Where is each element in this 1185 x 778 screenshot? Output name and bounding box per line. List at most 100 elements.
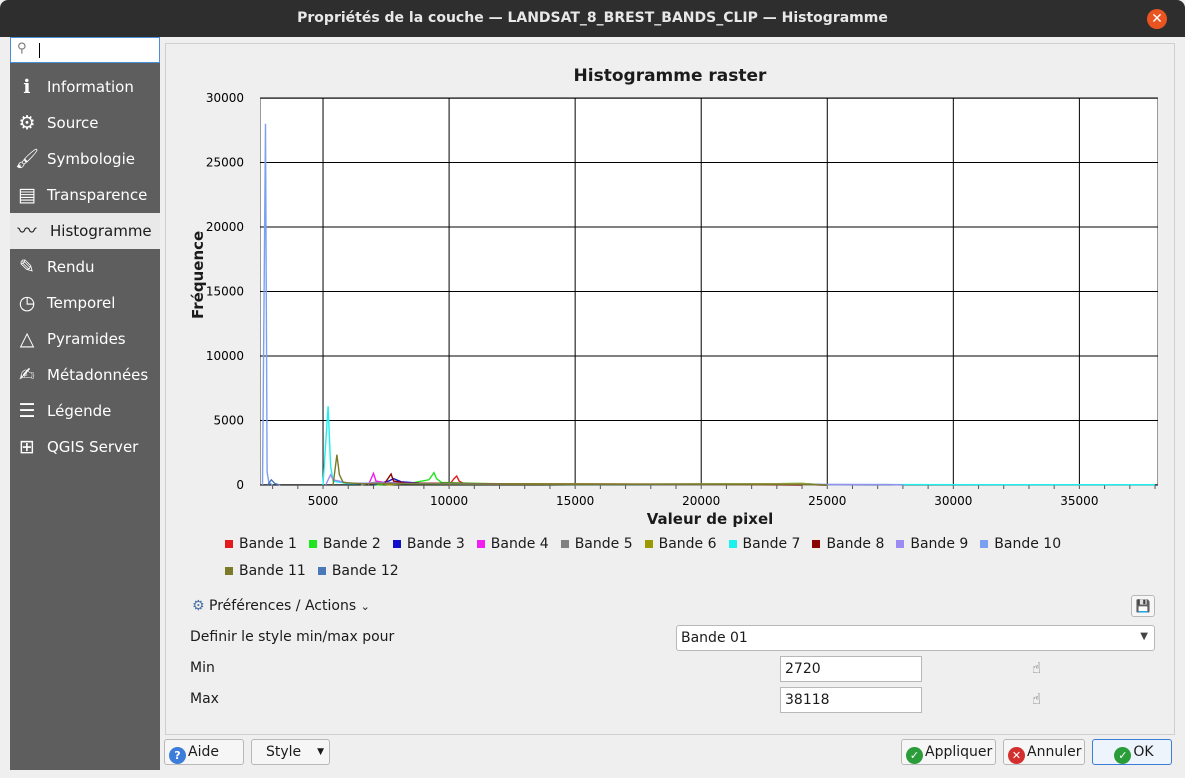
x-tick-label: 5000	[308, 494, 339, 508]
legend-item: Bande 4	[476, 535, 549, 562]
legend-swatch	[728, 540, 737, 548]
sidebar-item-label: Histogramme	[50, 222, 152, 240]
x-axis-label: Valeur de pixel	[646, 510, 774, 528]
legend-label: Bande 7	[742, 536, 801, 552]
y-tick-label: 0	[236, 478, 244, 492]
series-line	[261, 123, 273, 486]
cancel-icon: ✕	[1008, 747, 1025, 764]
legend-item: Bande 9	[896, 535, 968, 562]
sidebar-item-label: Pyramides	[47, 330, 126, 348]
help-icon: ?	[169, 747, 186, 764]
sidebar-item-l-gende[interactable]: ☰ Légende	[10, 393, 160, 429]
apply-label: Appliquer	[925, 744, 993, 760]
chart-title: Histogramme raster	[573, 66, 767, 86]
series-line	[332, 454, 828, 486]
legend-item: Bande 5	[560, 535, 633, 562]
sidebar-item-pyramides[interactable]: △ Pyramides	[10, 321, 160, 357]
legend-item: Bande 7	[728, 535, 801, 562]
sidebar-item-rendu[interactable]: ✎ Rendu	[10, 249, 160, 285]
sidebar-item-symbologie[interactable]: 🖌 Symbologie	[10, 141, 160, 177]
preferences-actions-menu[interactable]: ⚙ Préférences / Actions ⌄	[192, 598, 370, 614]
title-bar: Propriétés de la couche — LANDSAT_8_BRES…	[0, 0, 1185, 37]
apply-button[interactable]: ✓ Appliquer	[901, 739, 996, 765]
clock-icon: ◷	[18, 292, 36, 314]
x-tick-label: 35000	[1060, 494, 1098, 508]
style-label: Style	[266, 744, 302, 760]
sidebar-item-label: Rendu	[47, 258, 95, 276]
max-label: Max	[190, 691, 219, 707]
wrench-icon: ⚙	[18, 112, 36, 134]
y-tick-label: 25000	[206, 156, 244, 170]
legend-label: Bande 9	[910, 536, 969, 552]
x-tick-label: 30000	[934, 494, 972, 508]
y-axis-label: Fréquence	[189, 230, 207, 319]
legend-label: Bande 11	[239, 563, 306, 579]
preferences-label: Préférences / Actions	[209, 598, 357, 614]
sidebar-item-label: Information	[47, 78, 134, 96]
sidebar-item-label: Métadonnées	[47, 366, 149, 384]
x-tick-label: 10000	[430, 494, 468, 508]
sidebar-item-m-tadonn-es[interactable]: ✍ Métadonnées	[10, 357, 160, 393]
legend-item: Bande 2	[308, 535, 381, 562]
min-label: Min	[190, 660, 215, 676]
brush-icon: ✎	[19, 256, 35, 278]
search-icon: ⚲	[17, 41, 27, 56]
sidebar-item-label: QGIS Server	[47, 438, 139, 456]
pick-min-hand-icon[interactable]: ☝	[1032, 659, 1042, 677]
save-icon[interactable]: 💾	[1131, 595, 1155, 617]
paintbrush-icon: 🖌	[15, 148, 40, 170]
legend-label: Bande 3	[406, 536, 465, 552]
legend-label: Bande 6	[658, 536, 717, 552]
ok-button[interactable]: ✓ OK	[1092, 739, 1172, 765]
sidebar-item-label: Transparence	[47, 186, 148, 204]
sidebar-item-temporel[interactable]: ◷ Temporel	[10, 285, 160, 321]
close-icon[interactable]: ✕	[1147, 9, 1167, 29]
legend-label: Bande 10	[994, 536, 1062, 552]
metadata-icon: ✍	[19, 364, 35, 386]
legend-label: Bande 8	[826, 536, 885, 552]
chart-legend: Bande 1 Bande 2 Bande 3 Bande 4 Bande 5 Bande…	[225, 535, 1145, 589]
pick-max-hand-icon[interactable]: ☝	[1032, 690, 1042, 708]
server-icon: ⊞	[19, 436, 35, 458]
style-button[interactable]: Style ▼	[251, 739, 330, 765]
search-input[interactable]: ⚲	[10, 37, 160, 63]
legend-icon: ☰	[18, 400, 36, 422]
legend-label: Bande 2	[322, 536, 381, 552]
y-tick-label: 20000	[206, 220, 244, 234]
x-tick-label: 15000	[556, 494, 594, 508]
sidebar-item-transparence[interactable]: ▤ Transparence	[10, 177, 160, 213]
max-field[interactable]: 38118	[780, 687, 922, 713]
legend-item: Bande 11	[225, 562, 306, 589]
chevron-down-icon: ▼	[1140, 631, 1148, 642]
min-field[interactable]: 2720	[780, 656, 922, 682]
x-tick-label: 20000	[682, 494, 720, 508]
band-select-value: Bande 01	[681, 630, 748, 646]
info-icon: ℹ	[23, 76, 31, 98]
sidebar-item-information[interactable]: ℹ Information	[10, 69, 160, 105]
sidebar-item-source[interactable]: ⚙ Source	[10, 105, 160, 141]
sidebar-item-qgis-server[interactable]: ⊞ QGIS Server	[10, 429, 160, 465]
y-tick-label: 10000	[206, 349, 244, 363]
legend-swatch	[392, 540, 401, 548]
chevron-down-icon: ⌄	[360, 600, 370, 613]
sidebar-menu: ℹ Information ⚙ Source 🖌 Symbologie ▤ Transpare…	[10, 69, 160, 465]
x-tick-label: 25000	[808, 494, 846, 508]
band-select[interactable]: Bande 01 ▼	[676, 625, 1155, 651]
y-tick-label: 5000	[213, 414, 244, 428]
legend-item: Bande 3	[392, 535, 465, 562]
check-icon: ✓	[1114, 747, 1132, 764]
legend-swatch	[812, 540, 821, 548]
legend-label: Bande 5	[574, 536, 633, 552]
legend-swatch	[560, 540, 569, 548]
legend-swatch	[225, 567, 233, 575]
window-title: Propriétés de la couche — LANDSAT_8_BRES…	[297, 10, 888, 26]
help-button[interactable]: ? Aide	[164, 739, 244, 765]
legend-label: Bande 4	[490, 536, 549, 552]
sidebar-item-histogramme[interactable]: 〰 Histogramme	[10, 213, 160, 249]
cancel-button[interactable]: ✕ Annuler	[1003, 739, 1085, 765]
legend-item: Bande 1	[225, 535, 297, 562]
legend-swatch	[317, 567, 326, 575]
legend-item: Bande 6	[644, 535, 717, 562]
legend-item: Bande 10	[980, 535, 1061, 562]
